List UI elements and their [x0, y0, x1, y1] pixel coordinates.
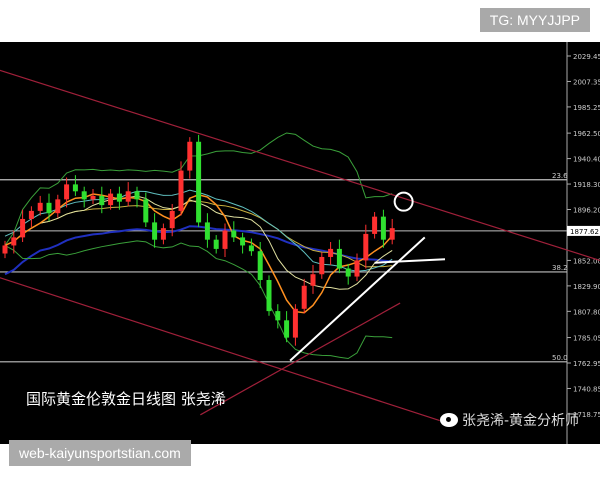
candle-up	[319, 256, 325, 275]
watermark: web-kaiyunsportstian.com	[9, 440, 191, 466]
y-tick-label: 1985.25	[573, 104, 600, 112]
candle-down	[213, 239, 219, 249]
candle-down	[196, 141, 202, 223]
candle-down	[143, 199, 149, 223]
candle-down	[134, 191, 140, 200]
candle-down	[240, 237, 246, 246]
candle-down	[72, 184, 78, 192]
candle-up	[90, 195, 96, 200]
channel-line	[0, 277, 440, 422]
candle-up	[187, 141, 193, 171]
y-tick-label: 1740.85	[573, 385, 600, 393]
y-tick-label: 1718.75	[573, 411, 600, 419]
y-tick-label: 1785.05	[573, 335, 600, 343]
candle-up	[20, 218, 26, 238]
candle-up	[64, 184, 70, 200]
y-tick-label: 1962.50	[573, 130, 600, 138]
y-tick-label: 1807.80	[573, 308, 600, 316]
fib-level-label: 23.6	[552, 172, 568, 180]
candle-down	[257, 251, 263, 281]
y-tick-label: 1762.95	[573, 360, 600, 368]
candle-down	[275, 311, 281, 321]
candle-up	[363, 233, 369, 261]
candle-down	[204, 222, 210, 240]
candle-up	[2, 245, 8, 254]
candle-down	[46, 202, 52, 214]
trend-line	[289, 236, 426, 362]
candle-down	[81, 191, 87, 200]
y-tick-label: 1852.00	[573, 257, 600, 265]
candle-down	[231, 230, 237, 238]
channel-line	[200, 302, 401, 416]
candle-up	[354, 260, 360, 277]
candle-up	[292, 308, 298, 338]
candle-up	[310, 274, 316, 286]
candle-up	[372, 216, 378, 234]
candle-up	[178, 170, 184, 211]
candle-up	[125, 191, 131, 202]
bollinger-lower-line	[4, 240, 393, 360]
gold-daily-candlestick-chart: 2029.45 2007.35 1985.25 1962.50 1940.40 1918.…	[0, 42, 600, 444]
candle-down	[152, 222, 158, 240]
candle-down	[284, 320, 290, 338]
tg-label: TG: MYYJJPP	[479, 8, 590, 32]
candle-up	[389, 228, 395, 240]
weibo-label: 张尧浠-黄金分析师	[462, 413, 580, 429]
candle-up	[301, 285, 307, 309]
candle-down	[336, 248, 342, 269]
candle-down	[116, 193, 122, 202]
candle-down	[345, 268, 351, 277]
candle-down	[266, 280, 272, 312]
ma-long-line	[4, 225, 393, 276]
fib-level-label: 38.2	[552, 264, 568, 272]
weibo-icon	[440, 413, 458, 427]
candle-up	[11, 237, 17, 246]
candle-up	[169, 210, 175, 229]
candle-up	[55, 199, 61, 214]
weibo-credit: 张尧浠-黄金分析师	[440, 410, 579, 430]
candle-up	[222, 230, 228, 249]
y-tick-label: 1940.40	[573, 156, 600, 164]
candle-down	[248, 245, 254, 252]
candle-up	[28, 210, 34, 219]
trend-line	[374, 258, 446, 264]
y-tick-label: 2007.35	[573, 78, 600, 86]
channel-line	[0, 69, 600, 261]
chart-caption: 国际黄金伦敦金日线图 张尧浠	[26, 390, 226, 408]
candle-down	[99, 195, 105, 206]
current-price-box	[567, 225, 600, 236]
candle-down	[380, 216, 386, 240]
y-tick-label: 1829.90	[573, 283, 600, 291]
candle-up	[37, 202, 43, 211]
marker-circle	[393, 191, 414, 212]
candle-up	[108, 193, 114, 206]
fib-level-label: 50.0	[552, 354, 568, 362]
y-tick-label: 2029.45	[573, 53, 600, 61]
y-tick-label: 1918.30	[573, 181, 600, 189]
current-price-label: 1877.62	[570, 228, 599, 236]
candle-up	[328, 248, 334, 257]
candle-up	[160, 228, 166, 240]
y-tick-label: 1896.20	[573, 207, 600, 215]
